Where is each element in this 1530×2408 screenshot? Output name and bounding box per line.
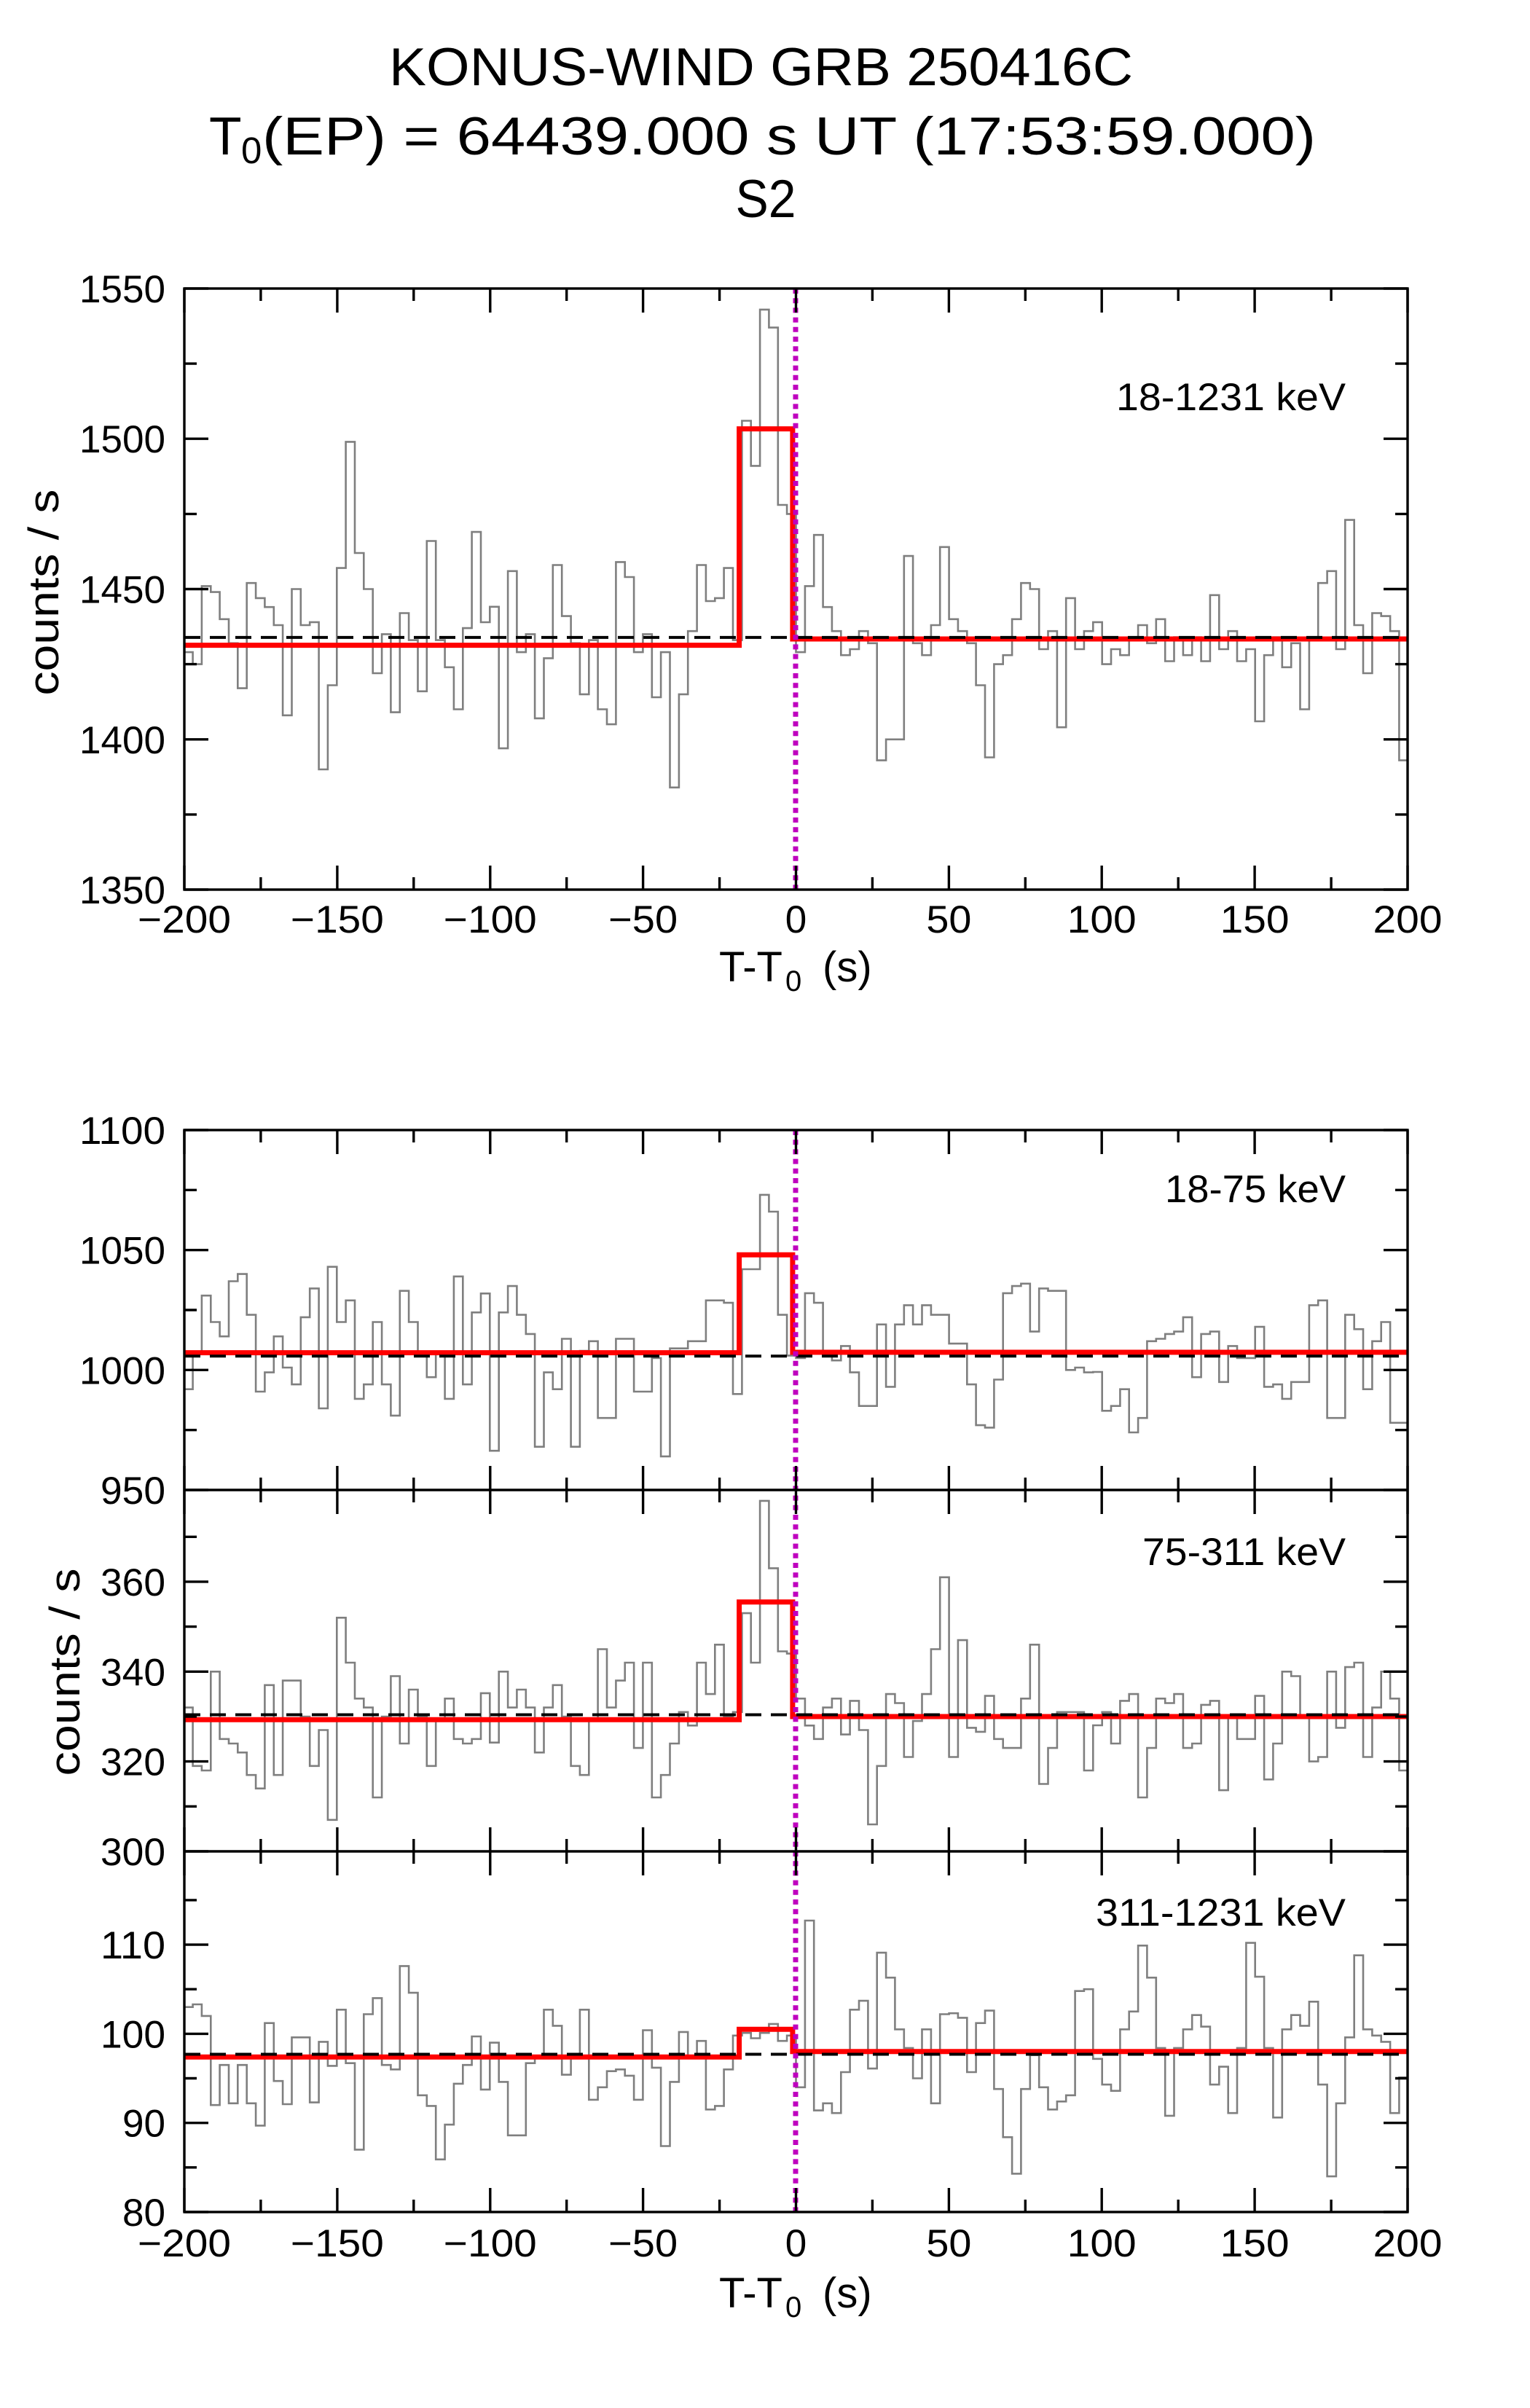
svg-text:KONUS-WIND GRB 250416C: KONUS-WIND GRB 250416C xyxy=(389,38,1133,97)
svg-text:counts / s: counts / s xyxy=(42,1569,89,1776)
svg-text:0: 0 xyxy=(785,898,807,941)
svg-text:100: 100 xyxy=(1067,2222,1137,2265)
svg-text:1100: 1100 xyxy=(79,1110,165,1153)
svg-text:320: 320 xyxy=(101,1741,165,1784)
svg-text:counts / s: counts / s xyxy=(20,490,68,696)
svg-text:0: 0 xyxy=(785,965,801,997)
svg-text:950: 950 xyxy=(101,1470,165,1513)
svg-text:T-T: T-T xyxy=(719,944,782,991)
svg-text:−50: −50 xyxy=(608,2222,678,2265)
svg-text:−200: −200 xyxy=(138,2222,231,2265)
svg-text:−50: −50 xyxy=(608,898,678,941)
svg-text:−150: −150 xyxy=(291,2222,384,2265)
svg-text:18-75 keV: 18-75 keV xyxy=(1165,1168,1346,1211)
svg-text:100: 100 xyxy=(101,2013,165,2056)
svg-text:1500: 1500 xyxy=(79,418,165,461)
svg-text:150: 150 xyxy=(1220,2222,1290,2265)
svg-text:0: 0 xyxy=(241,130,262,171)
svg-text:50: 50 xyxy=(926,898,971,941)
svg-text:80: 80 xyxy=(122,2192,165,2235)
svg-text:360: 360 xyxy=(101,1561,165,1604)
svg-text:1450: 1450 xyxy=(79,569,165,612)
svg-text:50: 50 xyxy=(926,2222,971,2265)
svg-text:90: 90 xyxy=(122,2103,165,2146)
svg-text:311-1231 keV: 311-1231 keV xyxy=(1096,1891,1346,1934)
svg-text:1350: 1350 xyxy=(79,869,165,912)
svg-text:100: 100 xyxy=(1067,898,1137,941)
svg-text:75-311 keV: 75-311 keV xyxy=(1142,1531,1346,1574)
svg-text:−100: −100 xyxy=(444,898,537,941)
svg-text:0: 0 xyxy=(785,2291,801,2323)
svg-text:300: 300 xyxy=(101,1831,165,1874)
svg-text:(s): (s) xyxy=(823,2270,872,2317)
svg-text:18-1231 keV: 18-1231 keV xyxy=(1116,376,1346,419)
svg-text:S2: S2 xyxy=(736,170,796,229)
svg-text:1550: 1550 xyxy=(79,268,165,311)
svg-text:340: 340 xyxy=(101,1651,165,1694)
svg-text:200: 200 xyxy=(1373,898,1443,941)
svg-text:1000: 1000 xyxy=(79,1349,165,1392)
svg-text:(s): (s) xyxy=(823,944,872,991)
svg-text:110: 110 xyxy=(101,1924,165,1967)
svg-text:−100: −100 xyxy=(444,2222,537,2265)
svg-text:150: 150 xyxy=(1220,898,1290,941)
svg-text:−150: −150 xyxy=(291,898,384,941)
svg-text:1050: 1050 xyxy=(79,1230,165,1273)
svg-text:200: 200 xyxy=(1373,2222,1443,2265)
svg-text:T: T xyxy=(209,107,242,166)
svg-text:1400: 1400 xyxy=(79,719,165,762)
svg-text:0: 0 xyxy=(785,2222,807,2265)
svg-text:T-T: T-T xyxy=(719,2270,782,2317)
svg-text:−200: −200 xyxy=(138,898,231,941)
svg-text:(EP) = 64439.000 s UT (17:53:5: (EP) = 64439.000 s UT (17:53:59.000) xyxy=(262,107,1316,166)
